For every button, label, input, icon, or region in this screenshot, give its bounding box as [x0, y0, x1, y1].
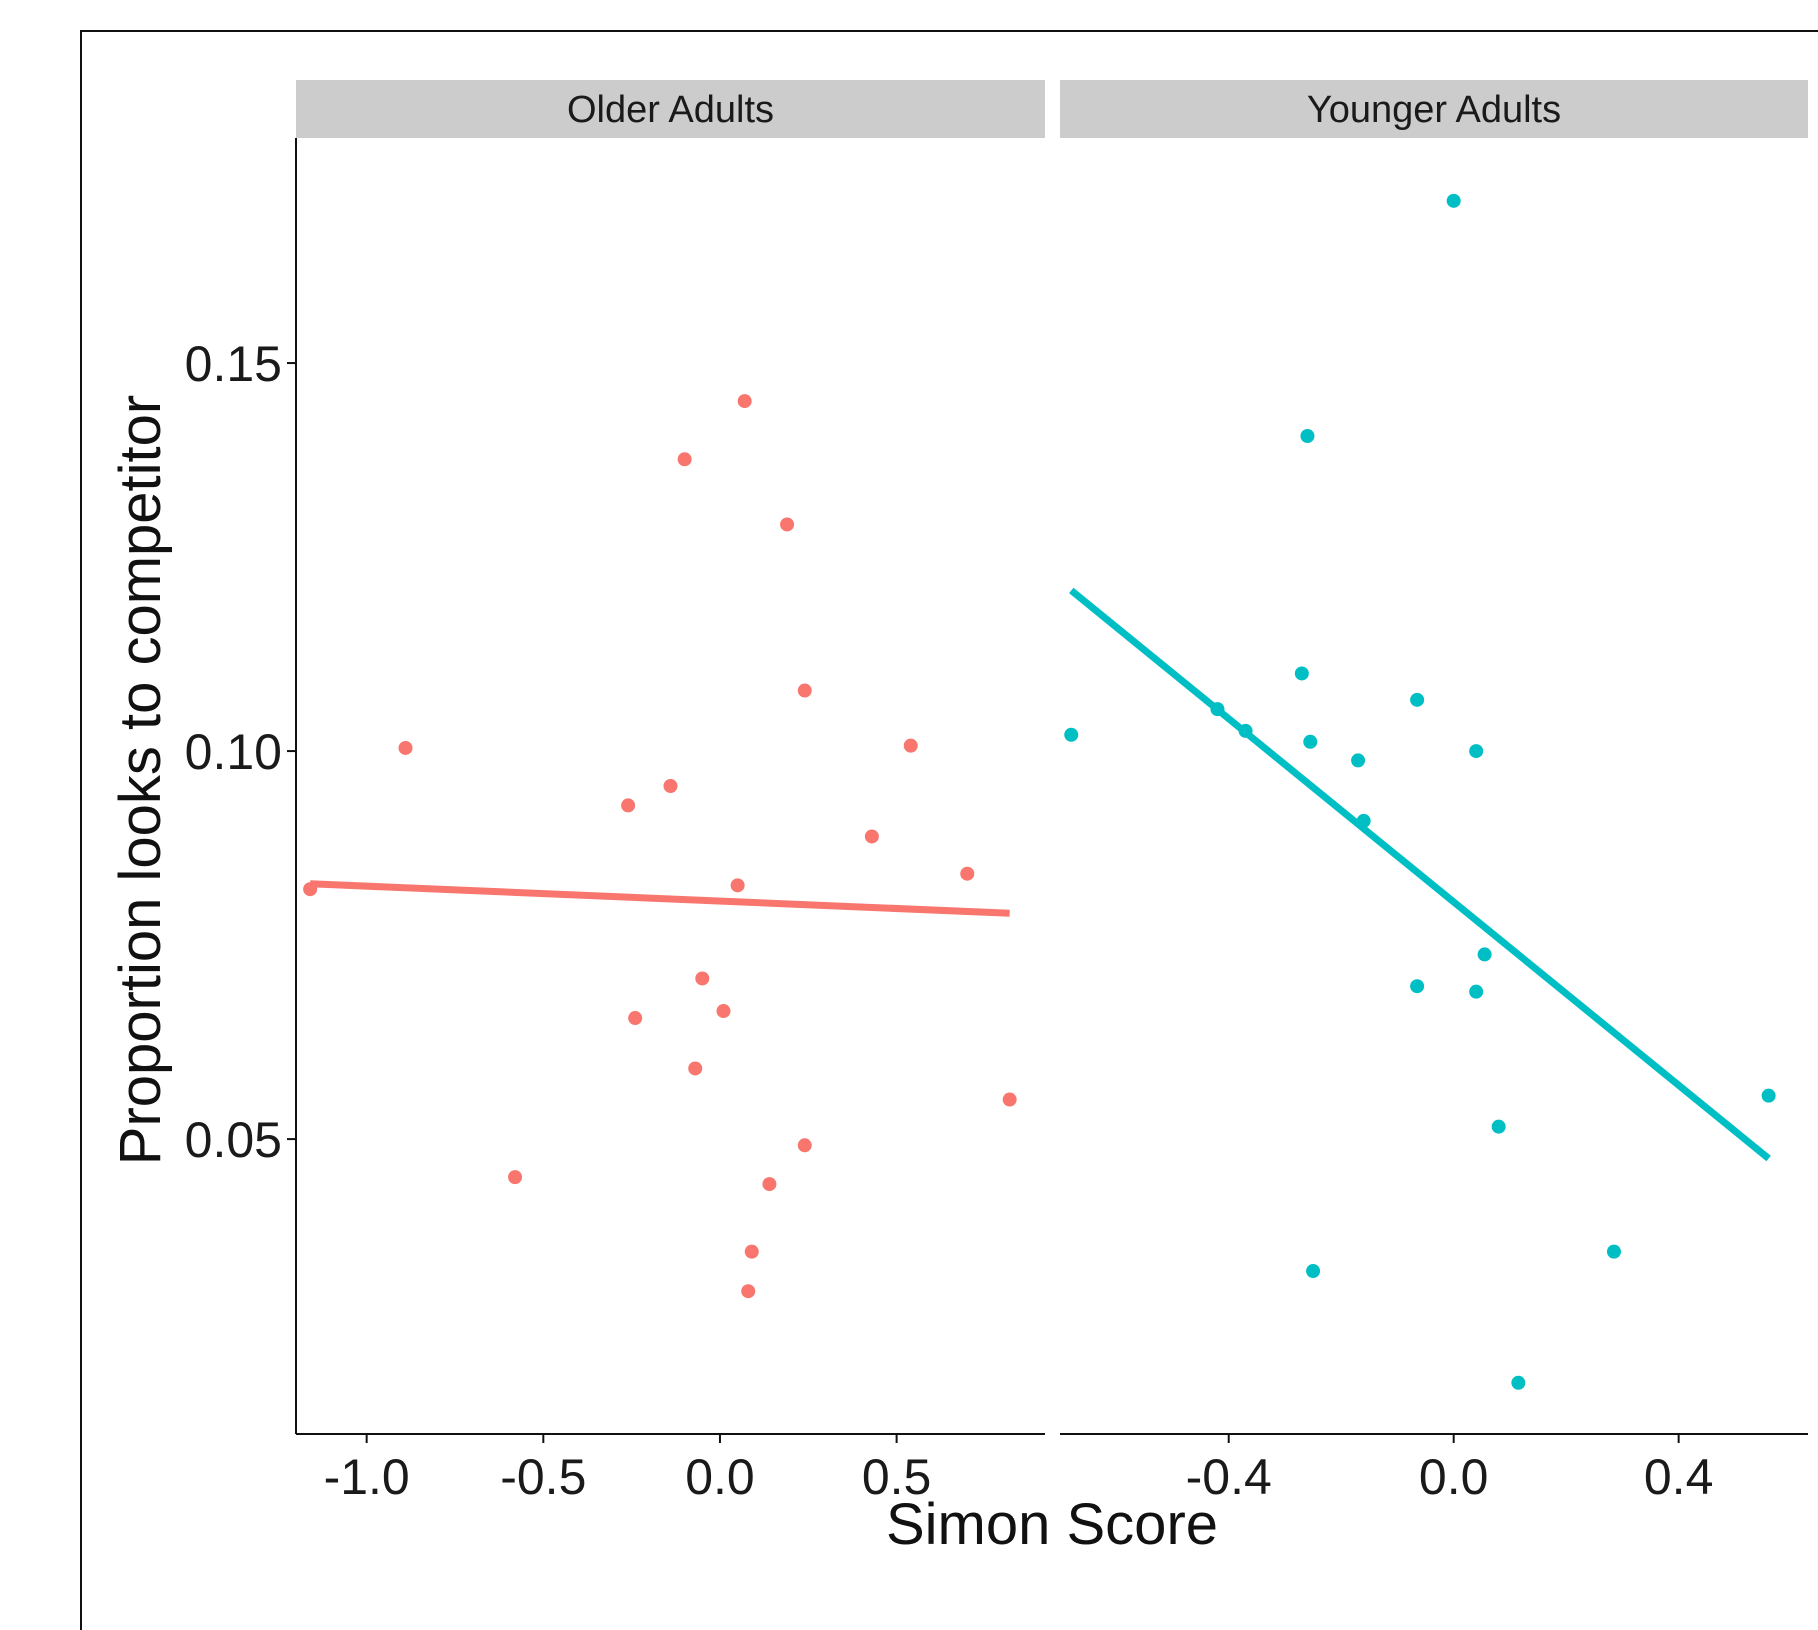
y-axis-title: Proportion looks to competitor	[108, 395, 173, 1165]
facets: Older Adults -1.0 -0.5 0.0 0.5 Younger Adults…	[296, 80, 1808, 1505]
facet-younger-adults: Younger Adults -0.4 0.0 0.4	[1060, 80, 1808, 1505]
data-point	[398, 740, 413, 755]
data-point	[1306, 1264, 1321, 1279]
data-point	[303, 882, 318, 897]
data-point	[1210, 702, 1225, 717]
x-tick-label: 0.0	[685, 1449, 755, 1505]
trend-line	[1069, 587, 1771, 1162]
x-tick-label: -1.0	[324, 1449, 410, 1505]
data-point	[1002, 1092, 1017, 1107]
data-point	[1469, 744, 1484, 759]
data-point	[1477, 947, 1492, 962]
x-tick-label: -0.4	[1186, 1449, 1272, 1505]
data-point	[1351, 753, 1366, 768]
data-point	[1446, 193, 1461, 208]
data-point	[780, 517, 795, 532]
data-point	[1491, 1119, 1506, 1134]
data-point	[864, 829, 879, 844]
data-point	[1410, 979, 1425, 994]
x-axis-title: Simon Score	[886, 1492, 1218, 1557]
data-point	[737, 394, 752, 409]
data-point	[716, 1004, 731, 1019]
x-tick-label: 0.4	[1644, 1449, 1714, 1505]
data-point	[1761, 1088, 1776, 1103]
data-point	[628, 1011, 643, 1026]
x-tick-label: 0.0	[1419, 1449, 1489, 1505]
data-point	[741, 1284, 756, 1299]
data-point	[1294, 666, 1309, 681]
data-point	[797, 1138, 812, 1153]
data-point	[903, 738, 918, 753]
facet-strip-older-adults	[296, 80, 1045, 138]
facet-strip-label: Older Adults	[567, 89, 774, 131]
data-point	[695, 971, 710, 986]
data-point	[730, 878, 745, 893]
data-point	[1064, 727, 1079, 742]
data-point	[1469, 984, 1484, 999]
data-point	[744, 1244, 759, 1259]
figure-frame	[80, 30, 1818, 1630]
data-point	[688, 1061, 703, 1076]
data-point	[1300, 429, 1315, 444]
data-point	[762, 1177, 777, 1192]
data-point	[1410, 692, 1425, 707]
y-tick-label: 0.15	[185, 336, 282, 392]
y-axis: 0.05 0.10 0.15	[185, 138, 297, 1434]
x-tick-label: 0.5	[862, 1449, 932, 1505]
chart: Older Adults -1.0 -0.5 0.0 0.5 Younger Adults…	[108, 80, 1808, 1557]
data-point	[1356, 813, 1371, 828]
facet-strip-younger-adults	[1060, 80, 1808, 138]
facet-strip-label: Younger Adults	[1307, 89, 1561, 131]
data-point	[960, 866, 975, 881]
trend-line	[309, 880, 1010, 917]
facet-older-adults: Older Adults -1.0 -0.5 0.0 0.5	[296, 80, 1045, 1505]
data-point	[508, 1170, 523, 1185]
data-point	[1511, 1375, 1526, 1390]
data-point	[1238, 723, 1253, 738]
data-point	[797, 683, 812, 698]
y-tick-label: 0.05	[185, 1112, 282, 1168]
data-point	[1303, 734, 1318, 749]
y-tick-label: 0.10	[185, 724, 282, 780]
data-point	[663, 779, 678, 793]
data-point	[621, 798, 636, 813]
x-tick-label: -0.5	[500, 1449, 586, 1505]
data-point	[1606, 1244, 1621, 1259]
data-point	[677, 452, 692, 467]
